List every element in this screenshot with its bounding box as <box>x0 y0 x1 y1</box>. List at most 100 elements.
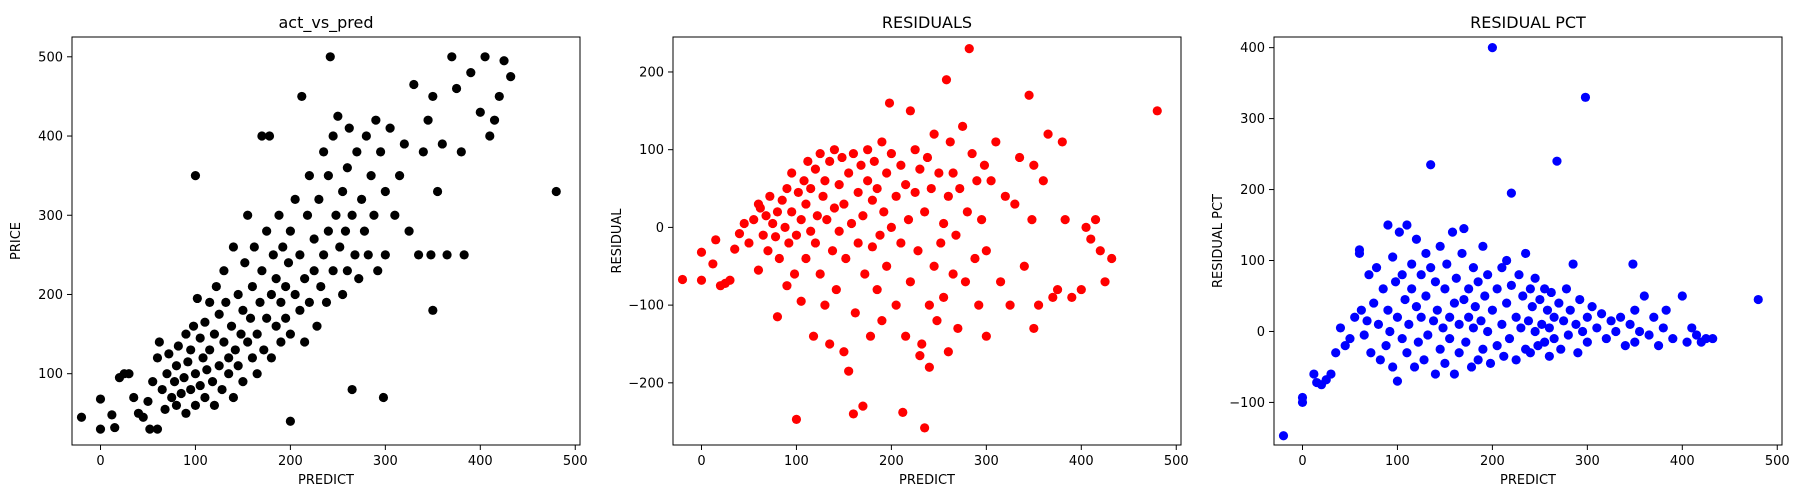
residuals-data-point <box>812 211 822 221</box>
residual-pct-data-point <box>1575 294 1585 305</box>
residuals-data-point <box>924 300 934 310</box>
residual-pct-data-point <box>1549 333 1559 344</box>
residuals-data-point <box>1019 261 1029 271</box>
act-vs-pred-data-point <box>192 293 202 304</box>
residuals-data-point <box>875 230 885 240</box>
residuals-data-point <box>877 316 887 326</box>
act-vs-pred-data-point <box>285 416 295 426</box>
residual-pct-data-point <box>1561 284 1572 294</box>
act-vs-pred-data-point <box>181 329 191 339</box>
residuals-data-point <box>827 246 838 256</box>
residuals-data-point <box>696 247 707 257</box>
residual-pct-data-point <box>1461 337 1471 347</box>
residuals-data-point <box>970 253 980 264</box>
residuals-data-point <box>995 277 1006 287</box>
residual-pct-data-point <box>1402 220 1412 230</box>
residuals-x-axis-label: PREDICT <box>899 473 955 488</box>
act-vs-pred-data-point <box>447 52 457 62</box>
residuals-data-point <box>955 183 965 194</box>
residuals-data-point <box>939 292 949 302</box>
residuals-data-point <box>884 98 895 108</box>
act-vs-pred-data-point <box>363 250 373 260</box>
act-vs-pred-data-point <box>224 369 234 379</box>
residual-pct-data-point <box>1416 312 1426 322</box>
act-vs-pred-data-point <box>409 79 419 90</box>
residual-pct-data-point <box>1454 319 1464 329</box>
residual-pct-data-point <box>1442 259 1452 269</box>
residuals-data-point <box>789 269 800 279</box>
residual-pct-data-point <box>1407 284 1417 294</box>
residuals-data-point <box>943 347 953 357</box>
residual-pct-data-point <box>1492 284 1502 294</box>
act-vs-pred-data-point <box>371 115 381 125</box>
residual-pct-data-point <box>1544 323 1554 333</box>
residual-pct-data-point <box>1682 337 1692 347</box>
residual-pct-data-point <box>1335 323 1346 333</box>
residuals-data-point <box>932 316 942 326</box>
residuals-data-point <box>730 244 740 254</box>
act-vs-pred-data-point <box>300 274 310 284</box>
act-vs-pred-data-point <box>428 91 438 102</box>
residual-pct-data-point <box>1297 392 1308 403</box>
residuals-data-point <box>891 300 901 310</box>
residual-pct-x-tick-label: 400 <box>1670 454 1695 469</box>
act-vs-pred-data-point <box>259 345 269 355</box>
act-vs-pred-x-tick-label: 300 <box>373 454 398 469</box>
residuals-data-point <box>905 106 915 116</box>
residuals-data-point <box>986 176 996 186</box>
act-vs-pred-data-point <box>328 266 338 276</box>
residuals-data-point <box>964 44 974 54</box>
act-vs-pred-y-tick-label: 100 <box>38 367 63 382</box>
act-vs-pred-x-axis-label: PREDICT <box>298 473 354 488</box>
residual-pct-data-point <box>1421 291 1431 301</box>
act-vs-pred-data-point <box>214 361 224 371</box>
act-vs-pred-points <box>76 52 561 434</box>
act-vs-pred-data-point <box>247 281 258 292</box>
act-vs-pred-data-point <box>295 250 305 260</box>
residual-pct-data-point <box>1630 337 1640 347</box>
residuals-data-point <box>801 253 811 264</box>
act-vs-pred-data-point <box>361 131 371 141</box>
residuals-data-point <box>1005 300 1015 310</box>
act-vs-pred-data-point <box>240 258 250 268</box>
residual-pct-data-point <box>1459 223 1469 234</box>
act-vs-pred-data-point <box>95 394 106 404</box>
residuals-data-point <box>915 351 925 361</box>
residuals-x-tick-label: 100 <box>784 454 809 469</box>
residual-pct-data-point <box>1540 337 1550 347</box>
act-vs-pred-data-point <box>369 210 379 220</box>
act-vs-pred-data-point <box>228 242 239 252</box>
residual-pct-data-point <box>1563 330 1573 340</box>
act-vs-pred-data-point <box>176 388 186 399</box>
act-vs-pred-data-point <box>245 313 256 323</box>
residuals-data-point <box>829 203 840 213</box>
residual-pct-data-point <box>1611 326 1621 337</box>
residuals-data-point <box>841 253 851 264</box>
residuals-data-point <box>799 176 809 186</box>
residual-pct-data-point <box>1485 358 1496 368</box>
residuals-data-point <box>867 242 878 252</box>
residual-pct-data-point <box>1419 355 1429 365</box>
residual-pct-data-point <box>1511 355 1521 365</box>
residuals-data-point <box>972 176 982 186</box>
residual-pct-data-point <box>1559 316 1569 326</box>
residual-pct-data-point <box>1653 341 1664 351</box>
act-vs-pred-data-point <box>480 52 490 62</box>
residuals-data-point <box>774 253 784 264</box>
residuals-data-point <box>936 238 946 248</box>
residual-pct-data-point <box>1468 263 1479 273</box>
act-vs-pred-data-point <box>331 210 341 220</box>
residuals-y-tick-label: 100 <box>639 143 664 158</box>
residuals-data-point <box>834 226 844 236</box>
act-vs-pred-data-point <box>281 313 291 323</box>
residual-pct-data-point <box>1449 298 1460 308</box>
act-vs-pred-data-point <box>252 369 262 379</box>
residuals-chart-title: RESIDUALS <box>882 13 972 32</box>
residuals-data-point <box>772 207 783 217</box>
act-vs-pred-data-point <box>271 321 281 331</box>
residuals-panel: 0 100 200 300 400 500 −200 −100 0 100 200 RESIDUALS… <box>610 13 1189 488</box>
residual-pct-data-point <box>1601 333 1611 344</box>
residual-pct-data-point <box>1362 316 1372 326</box>
residuals-data-point <box>829 145 840 155</box>
act-vs-pred-data-point <box>309 234 319 244</box>
